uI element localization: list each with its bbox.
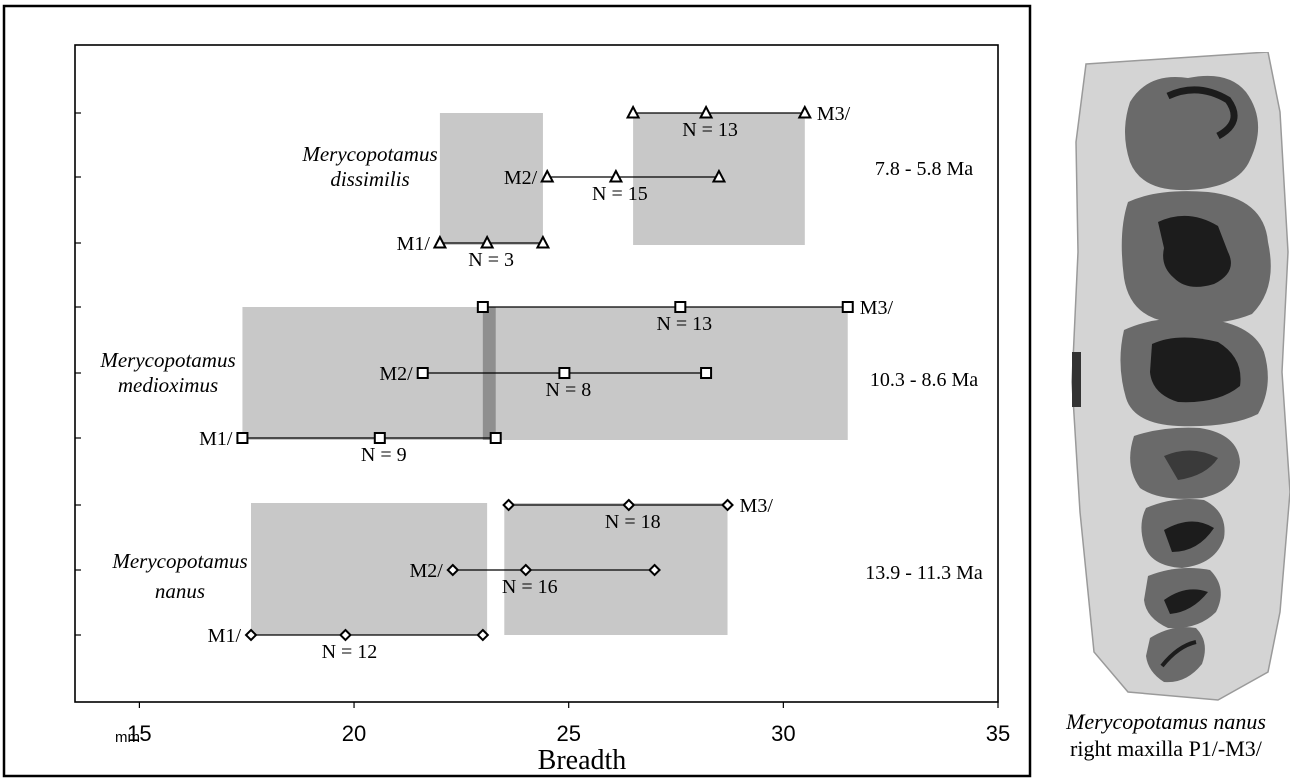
max-marker [535, 234, 551, 249]
max-marker [476, 628, 490, 642]
sample-size-label: N = 13 [656, 313, 712, 335]
min-marker [446, 563, 460, 577]
min-marker [236, 432, 249, 444]
tooth-p2 [1144, 568, 1221, 629]
age-range-label: 10.3 - 8.6 Ma [870, 369, 978, 391]
mean-marker [479, 234, 495, 249]
mean-marker [558, 367, 571, 379]
tooth-m3 [1125, 75, 1259, 191]
min-marker [540, 168, 555, 183]
x-unit-label: mm [115, 729, 140, 746]
max-marker [721, 498, 734, 512]
sample-size-label: N = 8 [546, 379, 592, 401]
max-marker [841, 301, 854, 313]
min-marker [432, 234, 448, 249]
x-tick-label: 25 [556, 721, 580, 746]
tooth-position-label: M1/ [208, 625, 242, 647]
tooth-position-label: M1/ [199, 428, 233, 450]
range-band [504, 503, 728, 635]
max-marker [700, 367, 713, 379]
mean-marker [608, 168, 624, 183]
max-marker [797, 104, 812, 119]
sample-size-label: N = 18 [605, 511, 661, 533]
mean-marker [622, 498, 636, 512]
min-marker [502, 498, 516, 512]
species-epithet-label: dissimilis [330, 167, 409, 191]
tooth-p3 [1141, 499, 1225, 568]
mean-marker [698, 104, 714, 119]
tooth-position-label: M2/ [504, 167, 538, 189]
maxilla-illustration [1071, 52, 1290, 701]
scale-bar [1072, 352, 1081, 407]
tooth-position-label: M2/ [409, 560, 443, 582]
age-range-label: 13.9 - 11.3 Ma [865, 562, 983, 584]
max-marker [711, 168, 727, 183]
tooth-position-label: M3/ [740, 495, 774, 517]
specimen-caption: Merycopotamus nanus right maxilla P1/-M3… [1030, 708, 1302, 762]
mean-marker [674, 301, 687, 313]
x-tick-label: 15 [127, 721, 151, 746]
sample-size-label: N = 3 [468, 249, 514, 271]
series-layer [236, 104, 854, 642]
sample-size-label: N = 12 [322, 641, 378, 663]
tooth-m1 [1120, 317, 1268, 427]
x-tick-label: 35 [986, 721, 1010, 746]
tooth-position-label: M3/ [860, 297, 894, 319]
min-marker [416, 367, 429, 379]
sample-size-label: N = 16 [502, 576, 558, 598]
max-marker [648, 563, 661, 577]
shaded-range-bands [242, 113, 848, 635]
caption-specimen: right maxilla P1/-M3/ [1070, 736, 1262, 761]
min-marker [476, 301, 489, 313]
mean-marker [339, 628, 352, 642]
tooth-p1 [1146, 627, 1205, 683]
tooth-position-label: M1/ [397, 233, 431, 255]
species-genus-label: Merycopotamus [301, 142, 437, 166]
min-marker [625, 104, 641, 119]
sample-size-label: N = 9 [361, 444, 407, 466]
max-marker [489, 432, 502, 444]
tooth-position-label: M3/ [817, 103, 851, 125]
figure-frame [2, 4, 1032, 778]
species-genus-label: Merycopotamus [111, 549, 247, 573]
age-range-label: 7.8 - 5.8 Ma [875, 158, 973, 180]
sample-size-label: N = 13 [682, 119, 738, 141]
axis-ticks: 15 20 25 30 35 [75, 112, 1010, 746]
min-marker [244, 628, 258, 642]
species-epithet-label: nanus [155, 579, 205, 603]
x-tick-label: 20 [342, 721, 366, 746]
tooth-m2 [1121, 191, 1271, 324]
x-tick-label: 30 [771, 721, 795, 746]
tooth-position-label: M2/ [379, 363, 413, 385]
range-band [439, 113, 543, 245]
mean-marker [373, 432, 386, 444]
caption-species: Merycopotamus nanus [1066, 709, 1266, 734]
species-epithet-label: medioximus [118, 373, 218, 397]
x-axis-title: Breadth [538, 745, 627, 776]
sample-size-label: N = 15 [592, 183, 648, 205]
tooth-p4 [1130, 427, 1240, 499]
species-genus-label: Merycopotamus [99, 348, 235, 372]
mean-marker [519, 563, 533, 577]
